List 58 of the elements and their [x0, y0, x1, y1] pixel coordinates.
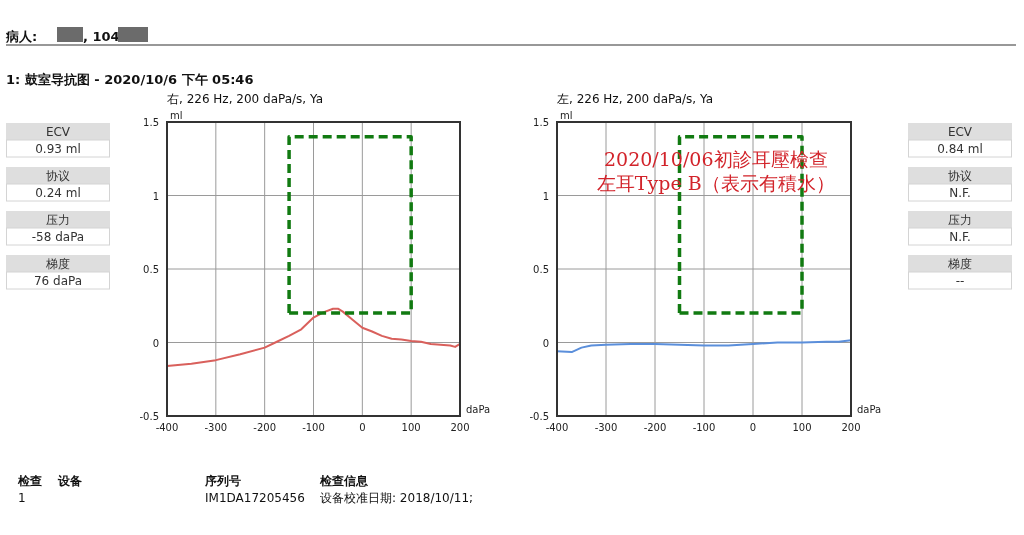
y-axis-title: ml — [170, 110, 183, 121]
x-tick-label: -200 — [253, 422, 277, 433]
annotation: 左耳Type B（表示有積水） — [596, 172, 835, 194]
text: -58 daPa — [31, 230, 85, 244]
annotation: 2020/10/06初診耳壓檢查 — [604, 148, 828, 170]
y-tick-label: -0.5 — [529, 411, 549, 422]
text: -- — [955, 274, 965, 288]
text: 协议 — [948, 169, 972, 183]
x-tick-label: -200 — [643, 422, 667, 433]
y-tick-label: 0 — [152, 337, 159, 349]
text: 检查 — [17, 474, 42, 488]
y-tick-label: 1.5 — [533, 117, 549, 128]
text: 0.93 ml — [35, 142, 81, 156]
text: 76 daPa — [33, 274, 83, 288]
y-tick-label: 1 — [152, 190, 159, 202]
y-tick-label: -0.5 — [139, 411, 159, 422]
text: 1 — [18, 491, 26, 505]
text: 协议 — [46, 169, 70, 183]
x-tick-label: -300 — [594, 422, 618, 433]
x-tick-label: 200 — [450, 422, 470, 433]
text: , 104 — [83, 29, 120, 44]
x-tick-label: -300 — [204, 422, 228, 433]
text: 检查信息 — [319, 474, 369, 488]
y-tick-label: 1 — [542, 190, 549, 202]
text: 梯度 — [947, 257, 972, 271]
y-tick-label: 0.5 — [533, 264, 549, 275]
x-tick-label: 100 — [792, 422, 812, 433]
text: 设备 — [57, 474, 82, 488]
text: N.F. — [949, 186, 971, 200]
x-axis-title: daPa — [466, 404, 491, 415]
text: ECV — [947, 125, 973, 139]
text: 压力 — [948, 213, 972, 227]
x-axis-title: daPa — [857, 404, 882, 415]
x-tick-label: 0 — [749, 422, 757, 433]
x-tick-label: -400 — [545, 422, 569, 433]
text: 1: 鼓室导抗图 - 2020/10/6 下午 05:46 — [6, 72, 254, 87]
x-tick-label: -400 — [155, 422, 179, 433]
text: 病人: — [5, 29, 38, 44]
x-tick-label: -100 — [302, 422, 325, 433]
text: 设备校准日期: 2018/10/11; — [320, 491, 474, 505]
x-tick-label: 100 — [401, 422, 421, 433]
chart-title: 左, 226 Hz, 200 daPa/s, Ya — [557, 92, 713, 106]
y-tick-label: 0 — [542, 337, 549, 349]
text: 0.24 ml — [35, 186, 81, 200]
text: IM1DA17205456 — [205, 491, 305, 505]
x-tick-label: 0 — [359, 422, 366, 433]
text: 0.84 ml — [937, 142, 983, 156]
x-tick-label: 200 — [841, 422, 861, 433]
y-axis-title: ml — [560, 110, 573, 121]
text: 序列号 — [204, 474, 241, 488]
text: ECV — [45, 125, 71, 139]
x-tick-label: -100 — [692, 422, 716, 433]
text: N.F. — [949, 230, 971, 244]
y-tick-label: 1.5 — [143, 117, 159, 128]
text: 梯度 — [45, 257, 70, 271]
text: 压力 — [46, 213, 70, 227]
y-tick-label: 0.5 — [143, 264, 159, 275]
chart-title: 右, 226 Hz, 200 daPa/s, Ya — [167, 92, 323, 106]
